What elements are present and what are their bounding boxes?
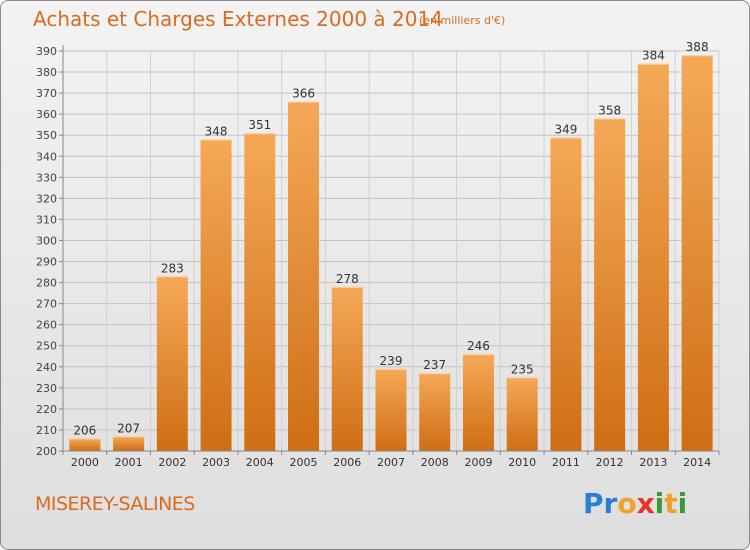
data-label: 351	[248, 118, 271, 132]
bar	[157, 276, 188, 451]
bar	[682, 55, 713, 451]
bar-chart: 206 207 283 348 351 366 278 239 237 246 235 349 358 3…	[1, 1, 749, 549]
y-tick-label: 330	[36, 171, 57, 184]
logo-letter: t	[664, 487, 677, 520]
x-tick-label: 2012	[596, 456, 624, 469]
data-label: 206	[73, 423, 96, 437]
x-tick-label: 2000	[71, 456, 99, 469]
bar	[288, 102, 319, 451]
data-label: 366	[292, 87, 315, 101]
logo-letter: P	[583, 487, 604, 520]
bar	[463, 354, 494, 451]
data-label: 246	[467, 339, 490, 353]
bar	[332, 287, 363, 451]
x-tick-label: 2006	[333, 456, 361, 469]
x-tick-label: 2010	[508, 456, 536, 469]
y-tick-label: 280	[36, 277, 57, 290]
y-tick-label: 260	[36, 319, 57, 332]
chart-frame: Achats et Charges Externes 2000 à 2014 (…	[0, 0, 750, 550]
bar	[244, 133, 275, 451]
data-label: 237	[423, 358, 446, 372]
bar	[507, 377, 538, 451]
data-label: 358	[598, 103, 621, 117]
logo-letter: x	[637, 487, 655, 520]
y-tick-label: 380	[36, 66, 57, 79]
y-tick-label: 350	[36, 129, 57, 142]
y-tick-label: 250	[36, 340, 57, 353]
data-label: 278	[336, 272, 359, 286]
x-tick-label: 2014	[683, 456, 711, 469]
x-tick-label: 2011	[552, 456, 580, 469]
y-tick-label: 360	[36, 108, 57, 121]
y-tick-label: 270	[36, 298, 57, 311]
x-tick-label: 2002	[158, 456, 186, 469]
logo-letter: i	[655, 487, 665, 520]
y-tick-label: 230	[36, 382, 57, 395]
data-label: 384	[642, 49, 665, 63]
y-tick-label: 200	[36, 445, 57, 458]
x-tick-label: 2009	[464, 456, 492, 469]
logo-letter: i	[678, 487, 688, 520]
x-tick-label: 2007	[377, 456, 405, 469]
y-tick-label: 240	[36, 361, 57, 374]
data-label: 283	[161, 261, 184, 275]
x-tick-label: 2005	[290, 456, 318, 469]
bar	[550, 137, 581, 451]
commune-name: MISEREY-SALINES	[35, 493, 195, 515]
x-tick-label: 2004	[246, 456, 274, 469]
logo-letter: o	[617, 487, 636, 520]
data-label: 235	[511, 362, 534, 376]
bar	[69, 438, 100, 451]
x-tick-label: 2001	[115, 456, 143, 469]
data-label: 349	[554, 122, 577, 136]
y-tick-label: 340	[36, 150, 57, 163]
y-tick-label: 370	[36, 87, 57, 100]
logo-letter: r	[604, 487, 618, 520]
y-tick-label: 300	[36, 234, 57, 247]
data-label: 348	[205, 124, 228, 138]
y-tick-label: 310	[36, 213, 57, 226]
data-label: 207	[117, 421, 140, 435]
y-tick-label: 390	[36, 45, 57, 58]
y-tick-label: 210	[36, 424, 57, 437]
data-label: 388	[686, 40, 709, 54]
proxiti-logo: Proxiti	[583, 487, 687, 520]
y-tick-label: 290	[36, 256, 57, 269]
bar	[201, 139, 232, 451]
bar	[113, 436, 144, 451]
bar	[419, 373, 450, 451]
bar	[376, 369, 407, 451]
bar	[594, 118, 625, 451]
bars: 206 207 283 348 351 366 278 239 237 246 235 349 358 3…	[69, 40, 712, 451]
data-label: 239	[380, 354, 403, 368]
x-tick-label: 2013	[639, 456, 667, 469]
x-tick-label: 2008	[421, 456, 449, 469]
bar	[638, 64, 669, 451]
y-tick-label: 220	[36, 403, 57, 416]
y-tick-label: 320	[36, 192, 57, 205]
x-tick-label: 2003	[202, 456, 230, 469]
